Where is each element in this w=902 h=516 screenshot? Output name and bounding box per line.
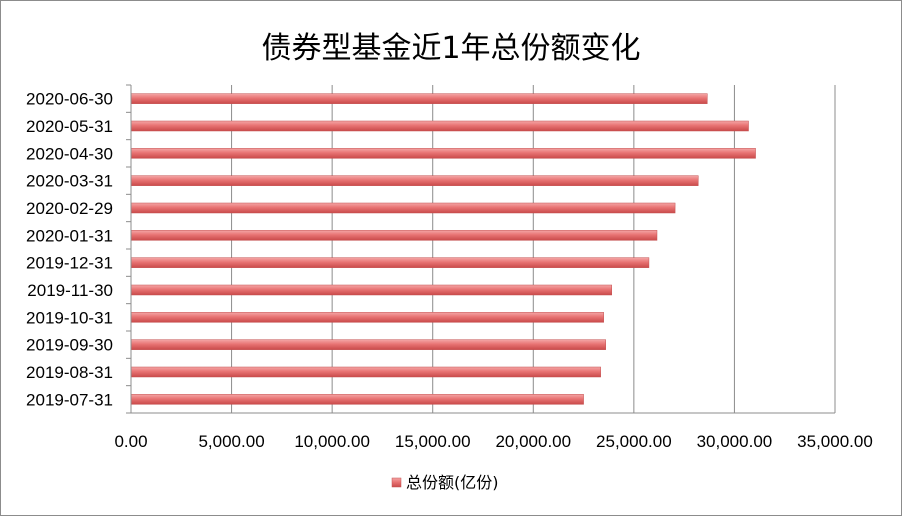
x-tick-label: 10,000.00 [294, 432, 370, 451]
chart-title: 债券型基金近1年总份额变化 [261, 31, 641, 66]
bar [130, 93, 708, 104]
x-tick-label: 0.00 [114, 432, 147, 451]
gridlines [231, 85, 836, 413]
bar [130, 120, 749, 132]
x-tick-label: 15,000.00 [395, 432, 471, 451]
x-tick-label: 30,000.00 [697, 432, 773, 451]
category-labels: 2020-06-30 2020-05-31 2020-04-30 2020-03-31… [26, 90, 113, 410]
category-label: 2019-08-31 [26, 363, 113, 382]
bars [130, 93, 756, 405]
bar [130, 366, 601, 378]
bar [130, 339, 606, 350]
category-label: 2019-11-30 [27, 281, 113, 300]
category-label: 2019-12-31 [26, 254, 113, 273]
category-label: 2019-09-30 [26, 336, 113, 355]
legend: 总份额(亿份) [391, 473, 499, 492]
legend-swatch [391, 477, 402, 488]
category-label: 2019-10-31 [26, 308, 113, 327]
category-label: 2020-05-31 [26, 117, 113, 136]
category-label: 2020-02-29 [26, 199, 113, 218]
bar [130, 230, 658, 241]
x-tick-label: 5,000.00 [198, 432, 264, 451]
bar [130, 257, 650, 268]
tick-labels: 0.00 5,000.00 10,000.00 15,000.00 20,000.00 2… [114, 432, 872, 451]
bar [130, 394, 584, 405]
category-label: 2019-07-31 [26, 390, 113, 409]
category-label: 2020-03-31 [26, 172, 113, 191]
category-label: 2020-04-30 [26, 144, 113, 163]
x-tick-label: 20,000.00 [495, 432, 571, 451]
bar [130, 312, 604, 323]
bar [130, 202, 676, 214]
legend-label: 总份额(亿份) [406, 473, 499, 492]
bar [130, 284, 612, 296]
bar [130, 148, 756, 159]
x-tick-label: 25,000.00 [596, 432, 672, 451]
bar [130, 175, 699, 186]
axes [126, 84, 835, 414]
category-label: 2020-06-30 [26, 90, 113, 109]
category-label: 2020-01-31 [26, 226, 113, 245]
x-tick-label: 35,000.00 [797, 432, 873, 451]
